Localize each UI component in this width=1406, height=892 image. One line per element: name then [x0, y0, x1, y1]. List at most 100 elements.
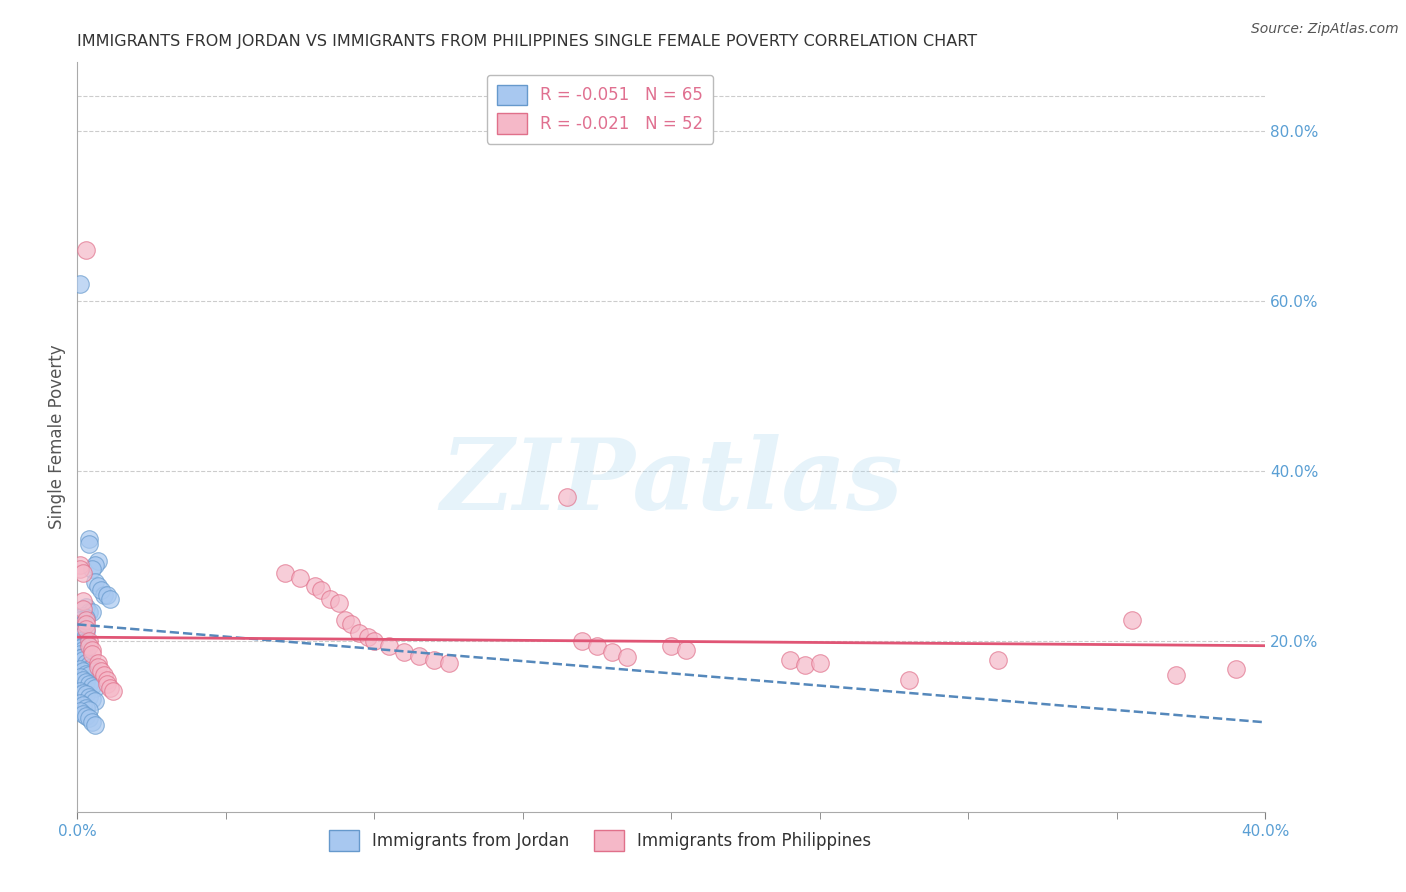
Point	[93, 588, 115, 602]
Point	[69, 613, 91, 627]
Point	[77, 711, 100, 725]
Point	[72, 706, 94, 721]
Point	[328, 596, 350, 610]
Point	[87, 656, 110, 670]
Point	[72, 698, 94, 713]
Point	[101, 683, 124, 698]
Point	[1121, 613, 1143, 627]
Point	[75, 656, 97, 670]
Point	[77, 639, 100, 653]
Point	[96, 588, 118, 602]
Point	[794, 658, 817, 673]
Y-axis label: Single Female Poverty: Single Female Poverty	[48, 345, 66, 529]
Point	[72, 608, 94, 623]
Point	[82, 679, 104, 693]
Point	[288, 571, 311, 585]
Point	[84, 694, 107, 708]
Point	[392, 645, 415, 659]
Point	[75, 610, 97, 624]
Point	[69, 636, 91, 650]
Point	[96, 677, 118, 691]
Point	[82, 715, 104, 730]
Point	[72, 664, 94, 678]
Point	[82, 605, 104, 619]
Point	[75, 243, 97, 257]
Point	[77, 658, 100, 673]
Point	[82, 562, 104, 576]
Point	[333, 613, 356, 627]
Point	[72, 653, 94, 667]
Point	[77, 677, 100, 691]
Point	[304, 579, 326, 593]
Point	[75, 666, 97, 681]
Point	[69, 277, 91, 291]
Point	[661, 639, 683, 653]
Point	[72, 639, 94, 653]
Point	[72, 566, 94, 581]
Point	[77, 690, 100, 704]
Point	[84, 574, 107, 589]
Point	[72, 593, 94, 607]
Point	[75, 701, 97, 715]
Point	[82, 647, 104, 661]
Point	[96, 673, 118, 687]
Text: Source: ZipAtlas.com: Source: ZipAtlas.com	[1251, 22, 1399, 37]
Point	[77, 605, 100, 619]
Point	[72, 649, 94, 664]
Point	[75, 634, 97, 648]
Point	[339, 617, 361, 632]
Text: ZIPatlas: ZIPatlas	[440, 434, 903, 530]
Point	[75, 600, 97, 615]
Point	[82, 660, 104, 674]
Point	[408, 648, 430, 663]
Point	[69, 619, 91, 633]
Point	[75, 709, 97, 723]
Point	[808, 656, 831, 670]
Point	[77, 533, 100, 547]
Point	[82, 692, 104, 706]
Point	[69, 630, 91, 644]
Point	[72, 617, 94, 632]
Point	[90, 664, 112, 678]
Point	[87, 579, 110, 593]
Point	[69, 683, 91, 698]
Point	[75, 622, 97, 636]
Point	[616, 649, 638, 664]
Point	[72, 602, 94, 616]
Point	[357, 630, 380, 644]
Point	[75, 613, 97, 627]
Point	[77, 634, 100, 648]
Point	[349, 626, 371, 640]
Point	[72, 632, 94, 647]
Point	[69, 670, 91, 684]
Point	[69, 562, 91, 576]
Point	[586, 639, 609, 653]
Point	[319, 591, 342, 606]
Point	[1166, 668, 1188, 682]
Point	[75, 687, 97, 701]
Point	[69, 626, 91, 640]
Point	[378, 639, 401, 653]
Point	[898, 673, 921, 687]
Point	[779, 653, 801, 667]
Point	[75, 624, 97, 639]
Point	[69, 696, 91, 710]
Legend: Immigrants from Jordan, Immigrants from Philippines: Immigrants from Jordan, Immigrants from …	[322, 823, 879, 857]
Point	[75, 645, 97, 659]
Point	[84, 681, 107, 696]
Point	[69, 651, 91, 665]
Point	[557, 490, 579, 504]
Point	[437, 656, 460, 670]
Point	[600, 645, 623, 659]
Point	[69, 647, 91, 661]
Point	[98, 591, 121, 606]
Point	[75, 617, 97, 632]
Point	[422, 653, 444, 667]
Point	[72, 685, 94, 699]
Point	[72, 627, 94, 641]
Point	[72, 622, 94, 636]
Point	[69, 704, 91, 718]
Point	[987, 653, 1010, 667]
Point	[571, 634, 593, 648]
Point	[77, 702, 100, 716]
